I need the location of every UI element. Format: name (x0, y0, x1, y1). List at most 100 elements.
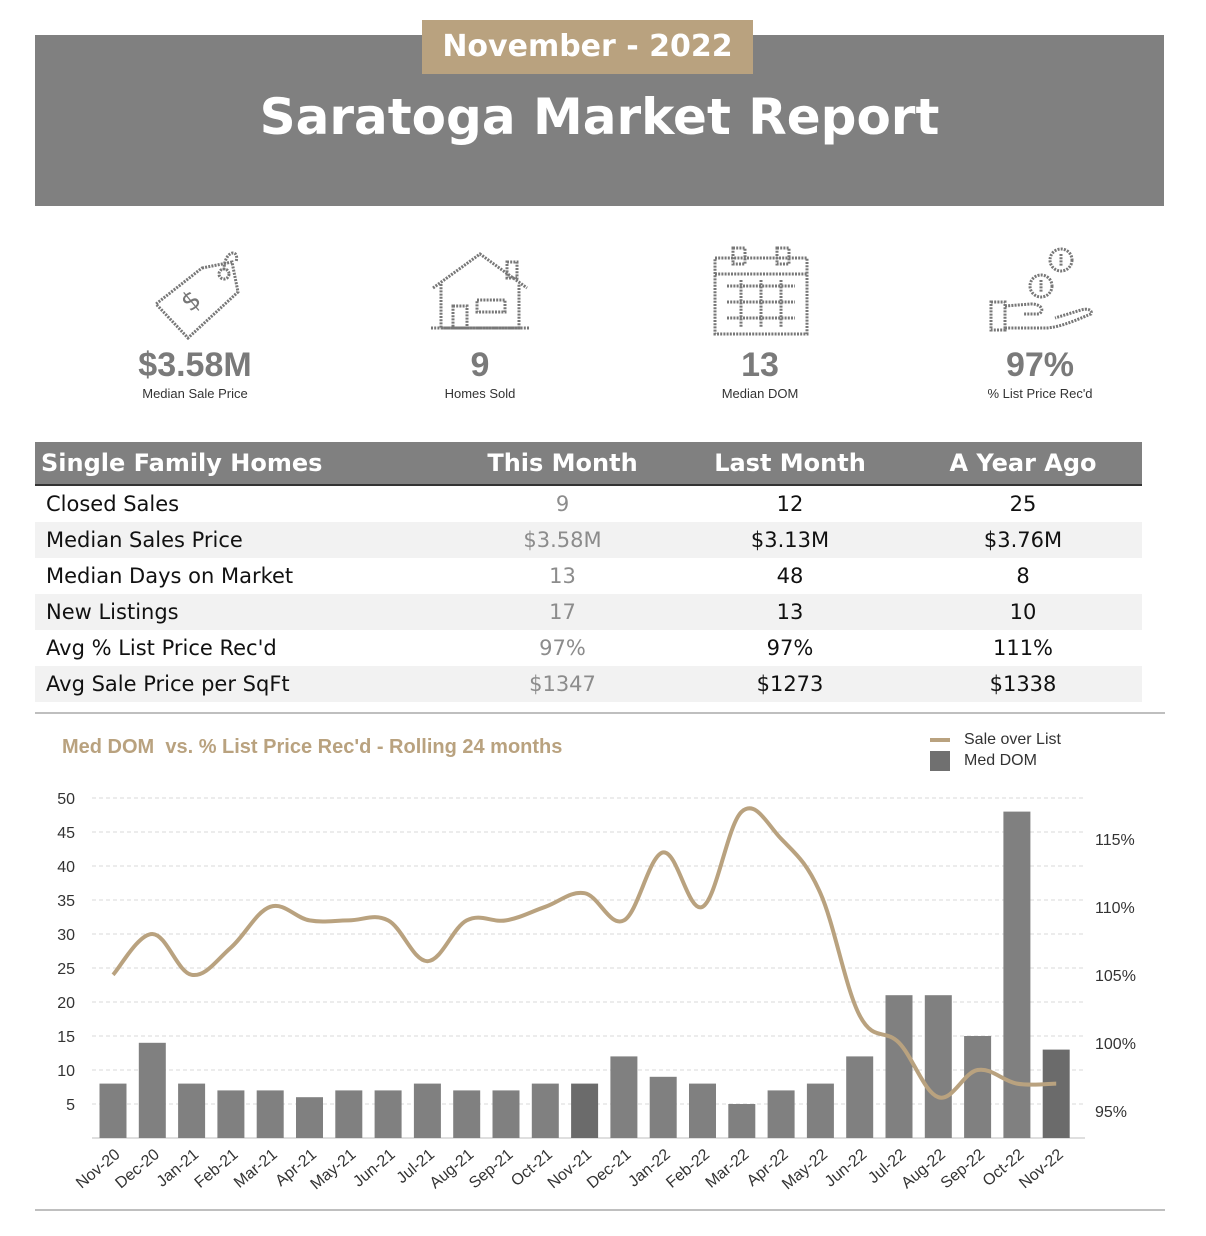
dom-bar (885, 995, 913, 1138)
y-left-tick-label: 15 (57, 1029, 75, 1046)
last-month-cell: $3.13M (676, 522, 904, 558)
hand-coins-icon (989, 247, 1093, 332)
x-tick-label: Dec-20 (112, 1146, 163, 1192)
single-family-homes-table: Single Family Homes This Month Last Mont… (35, 442, 1142, 702)
table-header: This Month (449, 442, 676, 486)
year-ago-cell: $3.76M (904, 522, 1142, 558)
this-month-cell: 13 (549, 564, 576, 588)
divider (35, 1209, 1165, 1211)
table-header-row: Single Family Homes This Month Last Mont… (35, 442, 1142, 486)
y-right-tick-label: 105% (1095, 968, 1136, 985)
x-tick-label: Feb-21 (192, 1146, 242, 1192)
y-right-tick-label: 110% (1095, 900, 1135, 917)
x-tick-label: Nov-22 (1016, 1146, 1067, 1192)
y-left-tick-label: 5 (66, 1097, 75, 1114)
x-tick-label: Jun-21 (350, 1146, 398, 1191)
this-month-cell: 97% (539, 636, 586, 660)
x-tick-label: May-21 (308, 1146, 360, 1193)
stat-median-sale-price: $ $3.58M Median Sale Price (85, 240, 305, 401)
year-ago-cell: 111% (992, 636, 1054, 660)
this-month-cell: $1347 (449, 666, 676, 702)
svg-text:$: $ (175, 284, 207, 318)
x-tick-label: Jun-22 (822, 1146, 870, 1191)
dom-bar (806, 1083, 834, 1138)
x-tick-label: Nov-21 (545, 1146, 596, 1192)
legend-label: Sale over List (964, 730, 1061, 748)
period-badge: November - 2022 (422, 20, 753, 74)
stat-value: $3.58M (138, 346, 252, 384)
stat-value: 97% (1005, 346, 1075, 384)
y-right-tick-label: 95% (1095, 1104, 1127, 1121)
y-left-tick-label: 25 (57, 961, 75, 978)
y-left-tick-label: 10 (57, 1063, 75, 1080)
row-label: Median Days on Market (46, 564, 294, 588)
table-row: New Listings 17 13 10 (35, 594, 1142, 630)
last-month-cell: 48 (776, 564, 804, 588)
y-left-tick-label: 40 (57, 859, 75, 876)
dom-bar (689, 1083, 716, 1138)
year-ago-cell: 25 (1009, 492, 1037, 516)
y-left-tick-label: 20 (57, 995, 75, 1012)
page-title: Saratoga Market Report (259, 88, 940, 146)
row-label: Closed Sales (46, 492, 180, 516)
table-row: Closed Sales 9 12 25 (35, 485, 1142, 522)
dom-bar (964, 1036, 992, 1138)
dom-bar (728, 1104, 756, 1138)
last-month-cell: 13 (676, 594, 904, 630)
legend-item-sale-over-list: Sale over List (930, 729, 1061, 750)
dom-bar (178, 1083, 206, 1138)
dom-bar (649, 1076, 677, 1138)
this-month-cell: $3.58M (449, 522, 676, 558)
x-tick-label: Sep-21 (466, 1146, 517, 1192)
stat-label: % List Price Rec'd (987, 386, 1093, 401)
dom-bar (1003, 811, 1031, 1138)
year-ago-cell: 10 (904, 594, 1142, 630)
dom-bar (256, 1090, 284, 1138)
x-tick-label: Mar-21 (231, 1146, 281, 1192)
chart-legend: Sale over List Med DOM (930, 729, 1061, 771)
dom-bar (296, 1097, 323, 1138)
x-tick-label: Mar-22 (703, 1146, 753, 1192)
row-label: Median Sales Price (35, 522, 449, 558)
stat-label: Median Sale Price (142, 386, 248, 401)
dom-bar (413, 1083, 441, 1138)
legend-item-med-dom: Med DOM (930, 750, 1061, 771)
year-ago-cell: 8 (1016, 564, 1030, 588)
table-row: Avg Sale Price per SqFt $1347 $1273 $133… (35, 666, 1142, 702)
table-row: Median Days on Market 13 48 8 (35, 558, 1142, 594)
y-right-tick-label: 100% (1095, 1036, 1136, 1053)
y-left-tick-label: 45 (57, 825, 75, 842)
table-header: Single Family Homes (35, 442, 449, 486)
divider (35, 712, 1165, 714)
x-tick-label: Nov-20 (73, 1146, 124, 1192)
price-tag-icon: $ (153, 251, 240, 340)
table-header: A Year Ago (904, 442, 1142, 486)
x-tick-label: Dec-21 (584, 1146, 635, 1192)
dom-bar (138, 1042, 166, 1138)
dom-bar (571, 1083, 599, 1138)
dom-bar (453, 1090, 481, 1138)
x-tick-label: Aug-21 (427, 1146, 478, 1192)
last-month-cell: 12 (776, 492, 804, 516)
dom-bar (610, 1056, 638, 1138)
table-row: Avg % List Price Rec'd 97% 97% 111% (35, 630, 1142, 666)
dom-bar (846, 1056, 874, 1138)
this-month-cell: 17 (449, 594, 676, 630)
sale-over-list-line (111, 806, 1057, 1100)
dom-bar (767, 1090, 795, 1138)
legend-line-swatch (930, 737, 950, 742)
dom-bar (1042, 1049, 1070, 1138)
stat-homes-sold: 9 Homes Sold (370, 240, 590, 401)
stat-median-dom: 13 Median DOM (650, 240, 870, 401)
dom-bar (492, 1090, 520, 1138)
calendar-icon (713, 246, 809, 336)
legend-bar-swatch (930, 750, 950, 771)
legend-label: Med DOM (964, 751, 1037, 769)
table-row: Median Sales Price $3.58M $3.13M $3.76M (35, 522, 1142, 558)
stat-label: Homes Sold (444, 386, 516, 401)
chart-title: Med DOM vs. % List Price Rec'd - Rolling… (62, 736, 563, 758)
y-left-tick-label: 50 (57, 791, 75, 808)
stat-value: 13 (741, 346, 779, 384)
x-tick-label: May-22 (779, 1146, 831, 1193)
y-right-tick-label: 115% (1095, 832, 1135, 849)
